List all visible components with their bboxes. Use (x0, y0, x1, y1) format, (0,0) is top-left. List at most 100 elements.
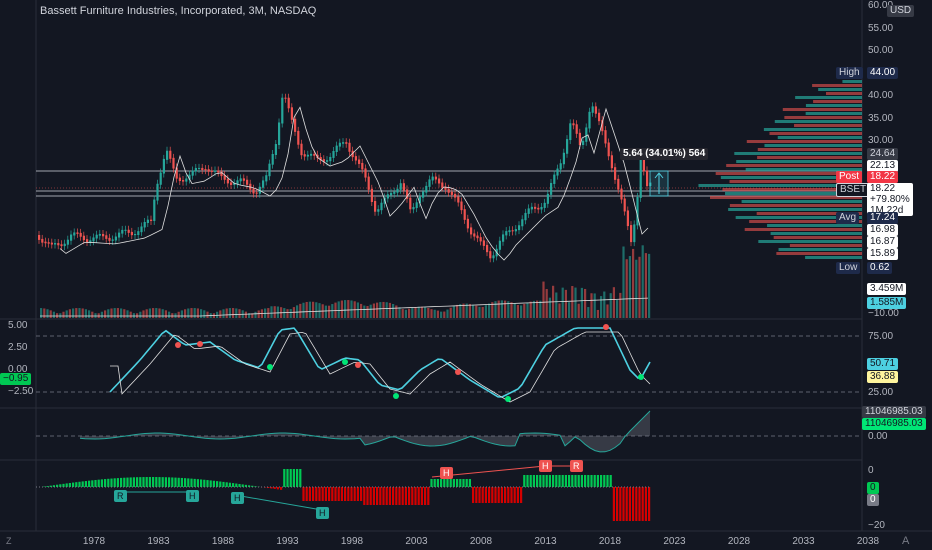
histogram-bar (145, 477, 148, 487)
volume-bar (254, 311, 257, 318)
histogram-bar (635, 487, 638, 521)
volume-bar (612, 287, 615, 318)
candle-body (406, 189, 409, 199)
volume-bar (648, 253, 651, 318)
candle-body (63, 243, 66, 247)
histogram-bar (536, 475, 539, 487)
momentum-histogram (43, 469, 651, 521)
histogram-bar (433, 479, 436, 487)
volume-bar (635, 259, 638, 318)
volume-bar (379, 302, 382, 318)
candle-body (137, 231, 140, 235)
candle-body (377, 209, 380, 212)
volume-bar (504, 300, 507, 318)
histogram-bar (65, 483, 68, 487)
histogram-bar (504, 487, 507, 503)
histogram-bar (568, 475, 571, 487)
auto-scale-button[interactable]: A (902, 535, 910, 547)
candle-body (639, 156, 642, 198)
price-axis-tick: 60.00 (868, 0, 894, 11)
volume-bar (414, 307, 417, 318)
volume-bar (43, 308, 46, 318)
volume-profile-row (842, 80, 862, 83)
volume-profile-row (774, 120, 862, 123)
candle-body (230, 182, 233, 185)
signal-dot (393, 393, 399, 399)
candle-body (463, 209, 466, 220)
histogram-bar (273, 487, 276, 489)
histogram-bar (577, 475, 580, 487)
volume-bar (155, 308, 158, 318)
candle-body (578, 132, 581, 146)
histogram-bar (424, 487, 427, 505)
pivot-high-marker: H (440, 467, 453, 479)
histogram-bar (539, 475, 542, 487)
volume-bar (641, 245, 644, 318)
time-axis-tick: 2038 (856, 536, 880, 547)
price-axis-tick: 30.00 (868, 135, 894, 146)
osc3-badge-2: 0 (867, 494, 879, 506)
volume-bar (542, 281, 545, 318)
volume-bar (84, 309, 87, 318)
histogram-bar (472, 487, 475, 503)
obv-line (79, 410, 651, 453)
histogram-bar (222, 481, 225, 487)
candle-body (537, 207, 540, 210)
candle-body (98, 233, 101, 236)
candle-body (102, 233, 105, 237)
histogram-bar (622, 487, 625, 521)
osc1-tick-neg2-5: −2.50 (8, 386, 34, 397)
volume-bar (459, 304, 462, 318)
histogram-bar (164, 477, 167, 487)
histogram-bar (200, 479, 203, 487)
volume-bar (456, 304, 459, 318)
volume-bar (65, 310, 68, 318)
volume-bar (376, 302, 379, 318)
osc1-tick-0: 0.00 (8, 364, 28, 375)
histogram-bar (596, 475, 599, 487)
candle-body (86, 239, 89, 243)
volume-profile-row (825, 92, 862, 95)
histogram-bar (606, 475, 609, 487)
histogram-bar (430, 479, 433, 487)
volume-profile-row (795, 96, 862, 99)
histogram-bar (292, 469, 295, 487)
histogram-bar (312, 487, 315, 501)
currency-badge[interactable]: USD (887, 5, 915, 17)
histogram-bar (56, 484, 59, 487)
histogram-bar (548, 475, 551, 487)
volume-bar (302, 302, 305, 318)
volume-profile-row (734, 152, 862, 155)
volume-bar (600, 296, 603, 318)
candle-body (50, 242, 53, 245)
histogram-bar (417, 487, 420, 505)
candle-body (399, 183, 402, 190)
time-axis-tick: 1988 (211, 536, 235, 547)
volume-bar (625, 259, 628, 318)
symbol-value-block: 18.22 +79.80% 1M 22d (867, 183, 913, 216)
candle-body (620, 188, 623, 200)
candle-body (300, 143, 303, 156)
histogram-bar (616, 487, 619, 521)
volume-bar (177, 311, 180, 318)
timezone-icon[interactable]: Z (6, 536, 12, 546)
histogram-bar (241, 484, 244, 487)
candle-body (313, 153, 316, 156)
histogram-bar (385, 487, 388, 505)
volume-bar (200, 309, 203, 318)
volume-profile-row (710, 196, 862, 199)
histogram-bar (632, 487, 635, 521)
candle-body (489, 251, 492, 259)
histogram-bar (350, 487, 353, 501)
histogram-bar (238, 483, 241, 487)
time-axis-tick: 2028 (727, 536, 751, 547)
volume-bar (225, 308, 228, 318)
low-tag: Low (836, 262, 861, 274)
volume-bar (488, 303, 491, 318)
volume-bar (116, 308, 119, 318)
histogram-bar (468, 479, 471, 487)
volume-bar (251, 313, 254, 318)
histogram-bar (628, 487, 631, 521)
pivot-low-marker: H (316, 507, 329, 519)
